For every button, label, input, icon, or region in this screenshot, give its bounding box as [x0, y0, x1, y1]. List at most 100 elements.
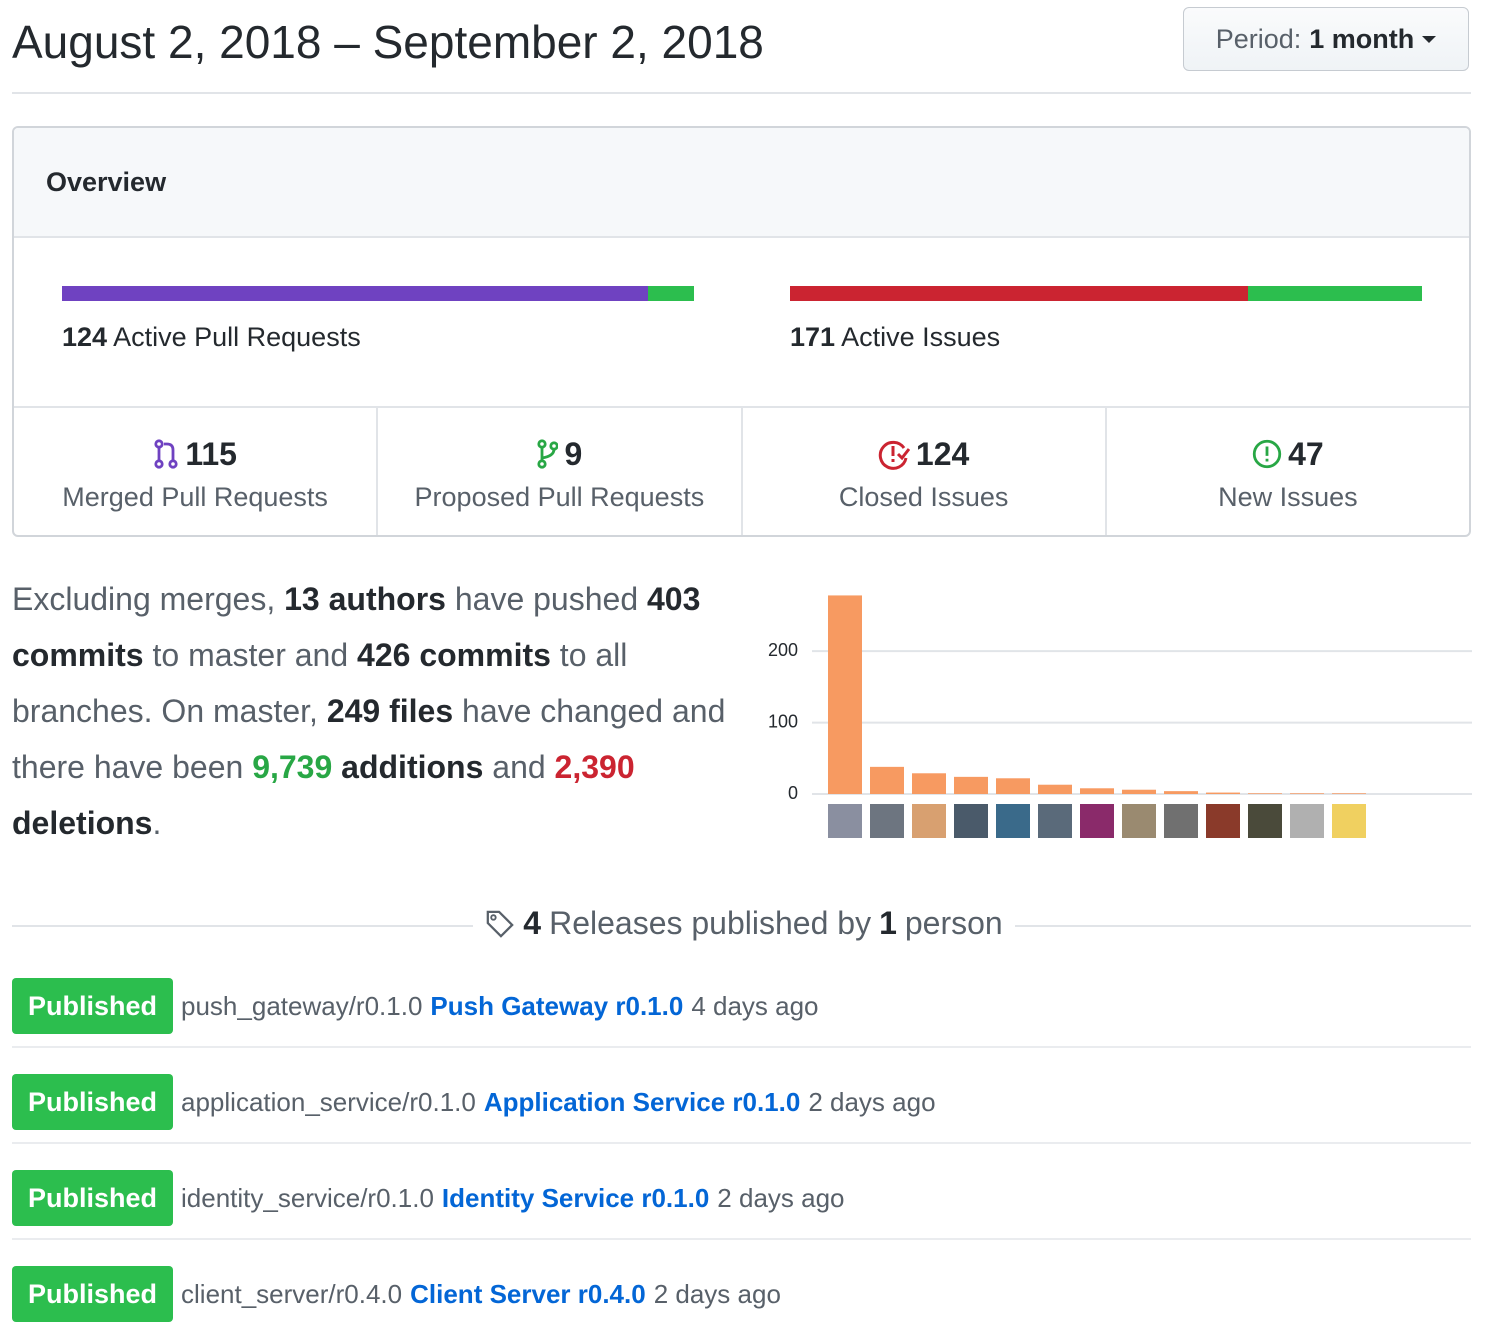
- release-text: Releases published by: [549, 905, 872, 941]
- text: and: [492, 749, 546, 785]
- closed-icon: [878, 440, 910, 470]
- period-value: 1 month: [1309, 23, 1415, 54]
- release-tag: identity_service/r0.1.0: [181, 1182, 434, 1213]
- bar: [828, 595, 862, 794]
- release-row: Published push_gateway/r0.1.0 Push Gateway…: [12, 978, 1471, 1034]
- release-row: Published identity_service/r0.1.0 Identity…: [12, 1170, 1471, 1226]
- separator: [12, 1238, 1471, 1240]
- release-count: 4: [523, 905, 542, 941]
- deletions-word: deletions: [12, 805, 153, 841]
- commits-all: 426 commits: [357, 637, 551, 673]
- period-button[interactable]: Period: 1 month: [1183, 7, 1469, 71]
- avatar[interactable]: [954, 804, 988, 838]
- bar: [996, 778, 1030, 794]
- overview-title: Overview: [14, 128, 1469, 238]
- additions: 9,739: [252, 749, 333, 785]
- avatar[interactable]: [996, 804, 1030, 838]
- avatar[interactable]: [1122, 804, 1156, 838]
- divider: [12, 92, 1471, 94]
- badge: Published: [12, 978, 174, 1034]
- release-name[interactable]: Client Server r0.4.0: [410, 1278, 646, 1309]
- release-row: Published application_service/r0.1.0 Appli…: [12, 1074, 1471, 1130]
- deletions: 2,390: [554, 749, 635, 785]
- text: have changed and there have been: [12, 693, 726, 785]
- commit-chart: 0 100 200: [768, 595, 1472, 838]
- pr-bar: [62, 286, 694, 301]
- bar-segment: [648, 286, 694, 301]
- stat-label: Proposed Pull Requests: [414, 482, 705, 512]
- stat-value: 115: [185, 435, 237, 472]
- text: .: [152, 805, 162, 841]
- avatar[interactable]: [1038, 804, 1072, 838]
- avatar[interactable]: [870, 804, 904, 838]
- bar-segment: [790, 286, 1249, 301]
- avatar[interactable]: [1248, 804, 1282, 838]
- people-count: 1: [879, 905, 897, 941]
- avatar[interactable]: [828, 804, 862, 838]
- pr-count: 124: [62, 322, 108, 352]
- release-tag: push_gateway/r0.1.0: [181, 990, 423, 1021]
- text: have pushed: [454, 581, 639, 617]
- stat-label: Merged Pull Requests: [62, 482, 328, 512]
- badge: Published: [12, 1170, 174, 1226]
- stat-cell[interactable]: 47 New Issues: [1104, 408, 1469, 535]
- title: August 2, 2018 – September 2, 2018: [12, 16, 764, 68]
- badge: Published: [12, 1074, 174, 1130]
- bar: [1038, 784, 1072, 794]
- stat-value: 47: [1288, 435, 1324, 472]
- release-time: 2 days ago: [808, 1086, 936, 1117]
- avatar[interactable]: [1332, 804, 1366, 838]
- releases-heading: 4 Releases published by 1 person: [0, 905, 1488, 947]
- stat-value: 124: [915, 435, 970, 472]
- stats: 115 Merged Pull Requests 9 Proposed Pull R…: [14, 406, 1469, 535]
- caret: [1422, 36, 1437, 43]
- stat-cell[interactable]: 115 Merged Pull Requests: [14, 408, 376, 535]
- proposed-icon: [537, 439, 559, 469]
- avatar[interactable]: [1290, 804, 1324, 838]
- avatar[interactable]: [1206, 804, 1240, 838]
- new-icon: [1252, 439, 1282, 469]
- issue-count: 171: [790, 322, 836, 352]
- release-time: 4 days ago: [691, 990, 819, 1021]
- text: to all branches. On master,: [12, 637, 628, 729]
- stat-value: 9: [564, 435, 583, 472]
- people-word: person: [904, 905, 1003, 941]
- text: to master and: [152, 637, 349, 673]
- avatar[interactable]: [912, 804, 946, 838]
- bar: [1206, 792, 1240, 794]
- bar: [870, 766, 904, 794]
- y-tick-label: 0: [788, 783, 798, 803]
- stat-cell[interactable]: 124 Closed Issues: [740, 408, 1105, 535]
- release-name[interactable]: Identity Service r0.1.0: [441, 1182, 710, 1213]
- files: 249 files: [326, 693, 454, 729]
- release-time: 2 days ago: [717, 1182, 845, 1213]
- avatar[interactable]: [1164, 804, 1198, 838]
- y-tick-label: 100: [768, 711, 798, 731]
- bar-segment: [1248, 286, 1422, 301]
- stat-label: Closed Issues: [838, 482, 1009, 512]
- bar: [1290, 793, 1324, 794]
- stat-cell[interactable]: 9 Proposed Pull Requests: [376, 408, 740, 535]
- release-name[interactable]: Application Service r0.1.0: [483, 1086, 801, 1117]
- avatar[interactable]: [1080, 804, 1114, 838]
- bar: [1248, 793, 1282, 794]
- issue-text: Active Issues: [841, 322, 1001, 352]
- overview-box: Overview 124 Active Pull Requests 171 Ac…: [12, 126, 1471, 537]
- separator: [12, 1046, 1471, 1048]
- release-row: Published client_server/r0.4.0 Client Serv…: [12, 1266, 1471, 1322]
- text: Excluding merges,: [12, 581, 276, 617]
- y-tick-label: 200: [768, 640, 798, 660]
- period-label: Period:: [1215, 23, 1302, 54]
- commits-master: 403 commits: [12, 581, 701, 673]
- release-name[interactable]: Push Gateway r0.1.0: [430, 990, 684, 1021]
- bar-segment: [62, 286, 649, 301]
- issue-bar: [790, 286, 1422, 301]
- stat-label: New Issues: [1218, 482, 1358, 512]
- additions-word: additions: [341, 749, 484, 785]
- separator: [12, 1142, 1471, 1144]
- pr-text: Active Pull Requests: [113, 322, 361, 352]
- release-tag: client_server/r0.4.0: [181, 1278, 403, 1309]
- bar: [1080, 788, 1114, 794]
